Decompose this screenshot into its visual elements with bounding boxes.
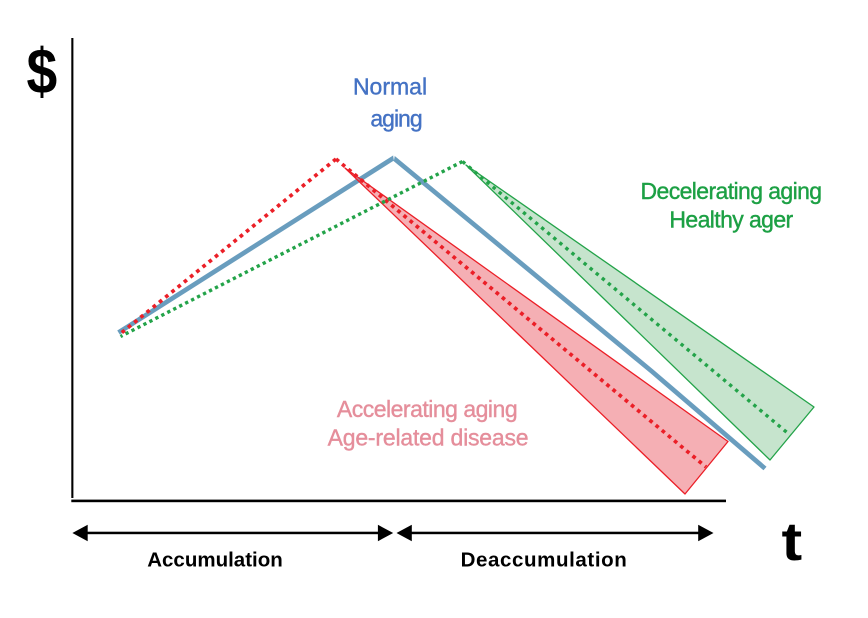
svg-text:Normal: Normal [353,73,427,99]
svg-text:aging: aging [370,106,421,132]
svg-text:t: t [782,512,803,572]
svg-text:Decelerating aging: Decelerating aging [641,178,822,204]
svg-text:Accumulation: Accumulation [147,549,283,572]
svg-text:Age-related disease: Age-related disease [328,425,529,451]
svg-text:Deaccumulation: Deaccumulation [461,549,628,572]
svg-text:$: $ [27,35,58,107]
svg-text:Healthy ager: Healthy ager [669,207,793,233]
svg-text:Accelerating aging: Accelerating aging [337,396,517,422]
